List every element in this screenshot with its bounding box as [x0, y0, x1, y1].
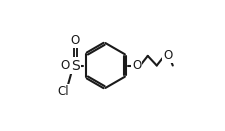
Text: O: O [61, 59, 70, 72]
Text: O: O [163, 49, 172, 62]
Text: O: O [71, 34, 80, 47]
Text: S: S [71, 59, 80, 72]
Text: O: O [132, 59, 142, 72]
Text: Cl: Cl [57, 85, 69, 98]
